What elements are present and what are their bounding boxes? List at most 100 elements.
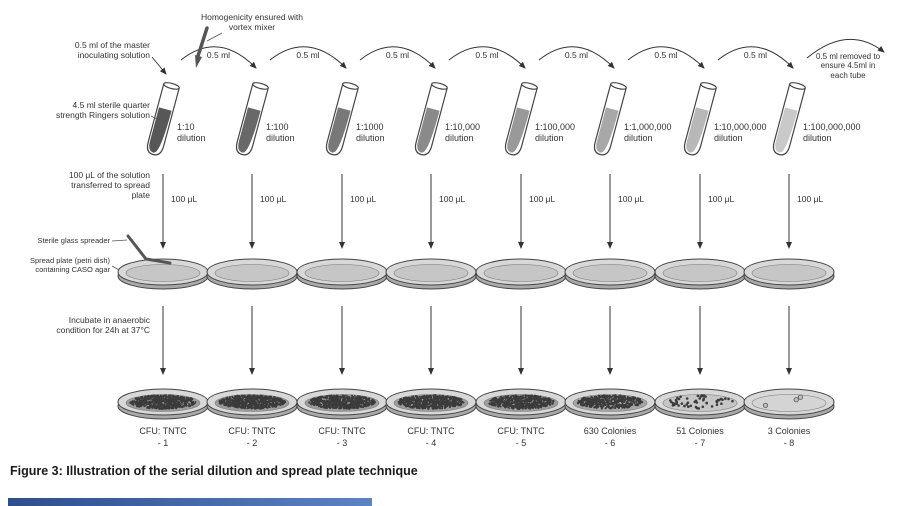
colony-dot bbox=[156, 401, 159, 403]
volume-between-tubes-label: 0.5 ml bbox=[565, 50, 588, 60]
colony-dot bbox=[606, 402, 610, 405]
colony-dot bbox=[582, 398, 585, 401]
colony-dot bbox=[409, 406, 412, 408]
colony-dot bbox=[177, 395, 180, 398]
result-number-label: - 4 bbox=[426, 438, 437, 448]
colony-dot bbox=[491, 398, 493, 401]
colony-dot bbox=[330, 402, 332, 404]
dilution-transfer-arc bbox=[359, 46, 436, 69]
colony-dot bbox=[458, 403, 461, 406]
colony-dot bbox=[219, 402, 222, 405]
colony-dot bbox=[724, 397, 727, 400]
colony-dot bbox=[324, 404, 327, 407]
colony-dot bbox=[419, 402, 422, 404]
note-spread-plate: Spread plate (petri dish) containing CAS… bbox=[29, 256, 110, 274]
colony-dot bbox=[433, 402, 435, 404]
colony-dot bbox=[438, 400, 441, 403]
colony-dot bbox=[595, 404, 598, 407]
colony-dot bbox=[260, 406, 263, 409]
colony-dot bbox=[434, 395, 438, 398]
petri-dish bbox=[475, 258, 567, 290]
tube-opening bbox=[789, 82, 806, 90]
colony-dot bbox=[263, 398, 266, 401]
colony-dot bbox=[266, 404, 268, 406]
colony-dot bbox=[696, 394, 700, 398]
colony-dot bbox=[524, 399, 528, 403]
colony-dot bbox=[525, 395, 527, 398]
volume-between-tubes-label: 0.5 ml bbox=[296, 50, 319, 60]
colony-dot bbox=[239, 401, 243, 404]
petri-dish bbox=[654, 258, 746, 290]
colony-dot bbox=[589, 398, 592, 401]
colony-dot bbox=[552, 399, 555, 403]
colony-dot bbox=[509, 396, 512, 399]
colony-dot bbox=[439, 405, 441, 408]
colony-dot bbox=[529, 397, 532, 400]
colony-dot bbox=[363, 396, 365, 399]
colony-dot bbox=[190, 401, 193, 404]
colony-dot bbox=[538, 400, 541, 404]
colony-dot bbox=[142, 399, 145, 402]
colony-dot bbox=[613, 401, 617, 404]
colony-dot bbox=[312, 403, 316, 406]
colony-dot bbox=[415, 396, 418, 399]
colony-dot bbox=[157, 403, 160, 406]
colony-dot bbox=[218, 400, 221, 403]
colony-dot bbox=[283, 402, 285, 404]
result-label: CFU: TNTC bbox=[139, 426, 187, 436]
ringers-note-line bbox=[150, 115, 160, 121]
colony-dot bbox=[173, 401, 176, 404]
colony-dot bbox=[443, 406, 446, 409]
colony-dot bbox=[670, 400, 673, 404]
colony-dot bbox=[409, 397, 411, 399]
colony-dot bbox=[407, 402, 410, 405]
colony-dot bbox=[542, 397, 545, 400]
colony-dot bbox=[237, 404, 241, 408]
colony-dot bbox=[193, 402, 196, 405]
colony-dot bbox=[611, 395, 614, 397]
colony-dot bbox=[345, 397, 347, 400]
colony-dot bbox=[260, 394, 263, 397]
colony-dot bbox=[173, 397, 176, 400]
colony-dot bbox=[450, 401, 453, 404]
colony-dot bbox=[438, 394, 441, 397]
colony-dot bbox=[222, 401, 225, 404]
colony-dot bbox=[762, 402, 769, 408]
colony-dot bbox=[137, 397, 139, 400]
colony-dot bbox=[162, 397, 165, 400]
colony-dot bbox=[586, 404, 588, 406]
colony-dot bbox=[605, 396, 607, 398]
volume-to-plate-label: 100 μL bbox=[439, 194, 465, 204]
colony-dot bbox=[523, 402, 526, 405]
colony-dot bbox=[332, 400, 335, 403]
colony-dot bbox=[453, 397, 455, 400]
colony-dot bbox=[311, 400, 314, 403]
spread-plate-note-line bbox=[111, 265, 120, 271]
colony-dot bbox=[628, 403, 630, 406]
colony-dot bbox=[172, 404, 175, 407]
colony-dot bbox=[360, 404, 363, 407]
colony-dot bbox=[631, 401, 634, 403]
colony-dot bbox=[231, 404, 234, 407]
colony-dot bbox=[326, 404, 329, 407]
colony-dot bbox=[346, 400, 348, 403]
colony-dot bbox=[543, 399, 545, 402]
colony-dot bbox=[265, 400, 268, 403]
colony-dot bbox=[275, 398, 279, 401]
dilution-label: 1:100,000 bbox=[535, 122, 575, 132]
colony-dot bbox=[252, 402, 256, 406]
colony-dot bbox=[338, 407, 341, 410]
colony-dot bbox=[504, 403, 507, 406]
colony-dot bbox=[249, 398, 252, 401]
petri-dish bbox=[743, 258, 835, 290]
colony-dot bbox=[542, 401, 545, 403]
colony-dot bbox=[594, 395, 597, 398]
colony-dot bbox=[415, 395, 417, 397]
colony-dot bbox=[514, 394, 517, 397]
colony-dot bbox=[356, 395, 360, 398]
colony-dot bbox=[370, 399, 373, 402]
colony-dot bbox=[621, 395, 623, 398]
colony-dot bbox=[533, 401, 536, 404]
colony-dot bbox=[536, 397, 539, 400]
colony-dot bbox=[491, 401, 494, 404]
